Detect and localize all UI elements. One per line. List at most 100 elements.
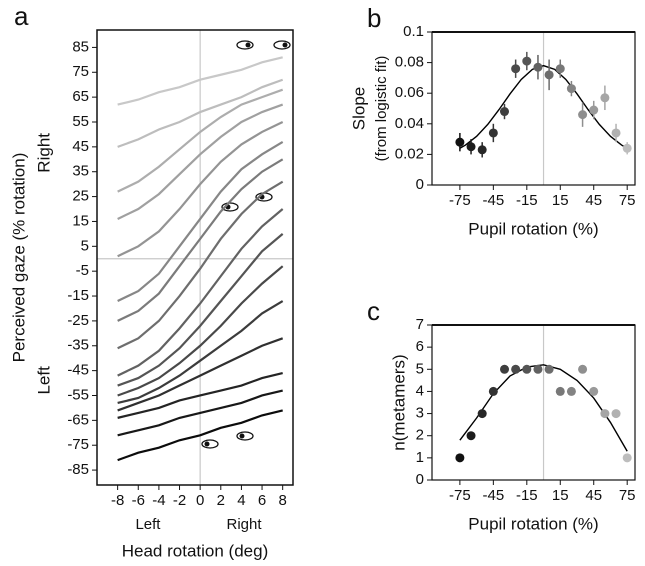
x-tick-label: 45 — [585, 192, 602, 209]
data-point — [522, 56, 532, 66]
x-tick-label: 6 — [258, 492, 266, 509]
data-point — [488, 128, 498, 138]
panel-label: b — [367, 3, 381, 33]
x-annotation: Left — [135, 516, 161, 533]
data-line — [117, 56, 283, 106]
x-tick-label: 2 — [217, 492, 225, 509]
x-tick-label: -15 — [516, 192, 538, 209]
y-tick-label: 35 — [72, 163, 89, 180]
data-point — [511, 64, 521, 74]
y-tick-label: 5 — [81, 237, 89, 254]
data-point — [600, 93, 610, 103]
fit-curve — [459, 64, 628, 149]
y-tick-label: 5 — [416, 360, 424, 377]
y-tick-label: 6 — [416, 338, 424, 355]
data-point — [566, 386, 576, 396]
y-tick-label: 15 — [72, 212, 89, 229]
data-point — [555, 386, 565, 396]
eye-icons — [201, 40, 291, 449]
data-line — [117, 389, 283, 437]
y-tick-label: 0.02 — [395, 145, 424, 162]
x-tick-label: -8 — [111, 492, 124, 509]
x-tick-label: 15 — [552, 487, 569, 504]
data-line — [117, 300, 284, 405]
x-tick-label: 0 — [196, 492, 204, 509]
panel-label: c — [367, 296, 380, 326]
x-tick-label: -45 — [483, 192, 505, 209]
y-tick-label: 0 — [416, 471, 424, 488]
data-point — [566, 84, 576, 94]
y-annotation: Right — [34, 133, 53, 173]
y-tick-label: 0.04 — [395, 115, 424, 132]
panel: b 0 0.02 0.04 0.06 0.08 0.1 -75 -45 -15 15 45 75 Pupi… — [349, 3, 636, 238]
x-tick-label: -75 — [449, 192, 471, 209]
data-point — [455, 137, 465, 147]
data-point — [511, 364, 521, 374]
data-line — [117, 140, 284, 303]
y-tick-label: 55 — [72, 113, 89, 130]
x-tick-label: 45 — [585, 487, 602, 504]
y-tick-label: 1 — [416, 449, 424, 466]
y-tick-label: 0.1 — [403, 23, 424, 40]
data-point — [500, 364, 509, 374]
x-axis-label: Pupil rotation (%) — [468, 219, 598, 238]
y-tick-label: 0.06 — [395, 84, 424, 101]
panel-label: a — [14, 1, 29, 31]
data-point — [533, 364, 543, 374]
data-point — [578, 364, 588, 374]
data-line — [117, 265, 284, 397]
y-tick-label: 7 — [416, 316, 424, 333]
data-point — [477, 409, 487, 419]
y-annotation: Left — [34, 366, 53, 395]
plot-frame — [96, 29, 294, 486]
y-tick-label: 0 — [416, 176, 424, 193]
fit-curve — [459, 364, 628, 452]
data-point — [522, 364, 532, 374]
y-tick-label: 85 — [72, 38, 89, 55]
data-point — [611, 128, 621, 138]
x-axis-label: Pupil rotation (%) — [468, 514, 598, 533]
y-tick-label: 25 — [72, 188, 89, 205]
data-line — [117, 103, 284, 220]
data-line — [117, 337, 284, 412]
x-tick-label: 15 — [552, 192, 569, 209]
y-tick-label: -35 — [67, 337, 89, 354]
data-line — [117, 78, 284, 148]
data-line — [117, 233, 284, 387]
y-tick-label: -85 — [67, 461, 89, 478]
y-tick-label: 4 — [416, 382, 424, 399]
y-tick-label: -25 — [67, 312, 89, 329]
x-tick-label: 75 — [619, 487, 636, 504]
y-axis-sublabel: (from logistic fit) — [373, 56, 390, 162]
y-tick-label: 2 — [416, 427, 424, 444]
data-line — [117, 88, 284, 193]
data-point — [466, 142, 476, 152]
data-line — [117, 180, 284, 350]
x-tick-label: 4 — [237, 492, 245, 509]
x-tick-label: 75 — [619, 192, 636, 209]
y-tick-label: -15 — [67, 287, 89, 304]
data-point — [466, 431, 476, 441]
y-tick-label: -65 — [67, 411, 89, 428]
data-point — [488, 386, 498, 396]
x-tick-label: -2 — [173, 492, 186, 509]
y-tick-label: 65 — [72, 88, 89, 105]
y-tick-label: -45 — [67, 362, 89, 379]
data-point — [622, 453, 632, 463]
data-line — [117, 208, 284, 377]
y-tick-label: 45 — [72, 138, 89, 155]
y-tick-label: -5 — [76, 262, 89, 279]
data-line — [117, 409, 283, 462]
data-line — [117, 158, 284, 322]
data-point — [500, 107, 509, 117]
x-tick-label: -6 — [132, 492, 145, 509]
y-tick-label: 0.08 — [395, 54, 424, 71]
data-point — [578, 110, 588, 120]
y-tick-label: -75 — [67, 436, 89, 453]
y-axis-label: n(metamers) — [389, 354, 408, 450]
data-point — [455, 453, 465, 463]
x-tick-label: -75 — [449, 487, 471, 504]
data-line — [117, 372, 283, 419]
